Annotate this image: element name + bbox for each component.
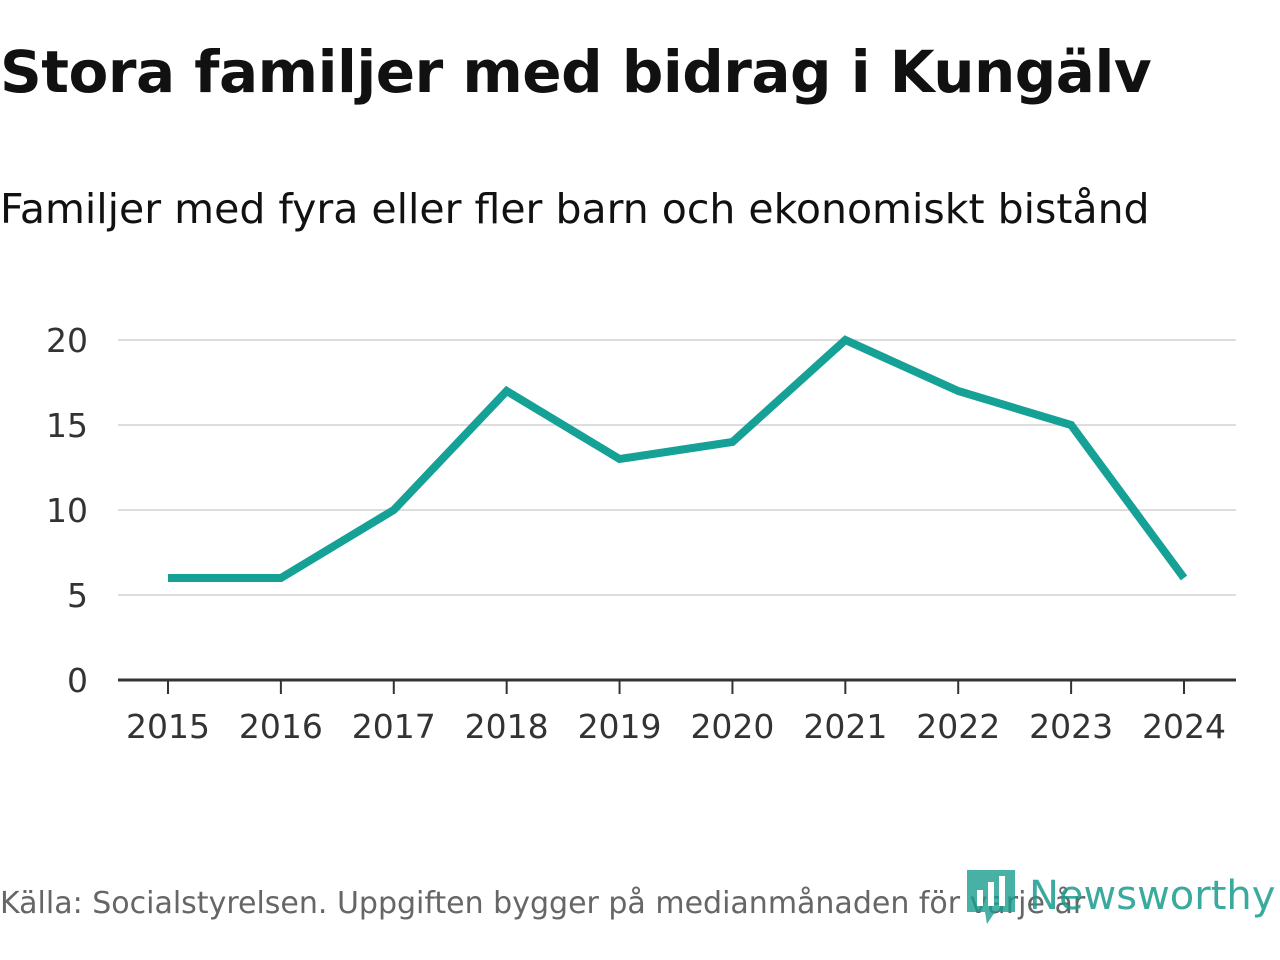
chart-title: Stora familjer med bidrag i Kungälv bbox=[0, 38, 1152, 106]
y-tick-label-10: 10 bbox=[46, 491, 88, 530]
gridlines bbox=[118, 339, 1236, 596]
x-tick-label-2019: 2019 bbox=[578, 707, 662, 746]
y-tick-label-15: 15 bbox=[46, 406, 88, 445]
y-tick-label-5: 5 bbox=[67, 576, 88, 615]
x-tick-label-2018: 2018 bbox=[465, 707, 549, 746]
x-tick-label-2021: 2021 bbox=[803, 707, 887, 746]
source-note: Källa: Socialstyrelsen. Uppgiften bygger… bbox=[0, 886, 1086, 921]
y-tick-label-0: 0 bbox=[67, 661, 88, 700]
y-axis-ticks: 0 5 10 15 20 bbox=[46, 321, 88, 700]
x-tick-label-2024: 2024 bbox=[1142, 707, 1226, 746]
chart-subtitle: Familjer med fyra eller fler barn och ek… bbox=[0, 185, 1150, 233]
brand-logo: Newsworthy bbox=[965, 866, 1275, 926]
series-line-0 bbox=[168, 335, 1188, 582]
x-tick-label-2020: 2020 bbox=[690, 707, 774, 746]
y-tick-label-20: 20 bbox=[46, 321, 88, 360]
x-tick-label-2023: 2023 bbox=[1029, 707, 1113, 746]
x-tick-label-2017: 2017 bbox=[352, 707, 436, 746]
series-group bbox=[168, 335, 1188, 582]
newsworthy-logo-icon bbox=[967, 870, 1015, 924]
x-tick-label-2015: 2015 bbox=[126, 707, 210, 746]
x-tick-label-2022: 2022 bbox=[916, 707, 1000, 746]
x-axis: 2015 2016 2017 2018 2019 2020 2021 2022 2023 2024 bbox=[118, 678, 1236, 746]
brand-name: Newsworthy bbox=[1029, 873, 1276, 919]
x-tick-label-2016: 2016 bbox=[239, 707, 323, 746]
